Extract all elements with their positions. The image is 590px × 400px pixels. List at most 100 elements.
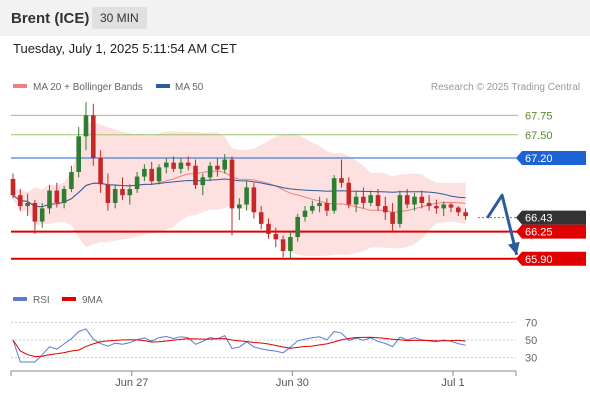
candle	[412, 192, 417, 211]
bollinger-band	[13, 122, 466, 256]
candle-body	[419, 196, 425, 203]
candle-body	[149, 168, 154, 182]
candle-body	[368, 195, 373, 203]
candle-body	[54, 190, 60, 203]
candle	[83, 102, 89, 151]
candle-body	[273, 233, 279, 240]
candle	[61, 185, 67, 209]
candle	[266, 218, 271, 239]
candle-body	[280, 239, 286, 251]
candle-body	[448, 204, 454, 208]
candle	[368, 190, 373, 207]
scenario-arrowhead	[508, 241, 520, 255]
candle	[456, 206, 461, 217]
candle-body	[83, 115, 89, 137]
candle	[105, 173, 111, 211]
candle-body	[112, 189, 118, 203]
candle-body	[434, 206, 439, 209]
candle	[185, 156, 191, 171]
candle-body	[127, 189, 133, 196]
candle-body	[61, 189, 67, 203]
scenario-arrow	[486, 193, 520, 256]
candle	[295, 213, 300, 242]
candle-body	[302, 210, 308, 217]
chart-header: Brent (ICE) 30 MIN	[0, 0, 590, 36]
level-tag-pivot	[516, 151, 586, 165]
candle	[434, 199, 439, 214]
candle	[142, 164, 147, 182]
candle-body	[120, 189, 125, 196]
last-price-label: 66.43	[525, 213, 553, 225]
candle-body	[39, 208, 45, 222]
rsi-level-label: 50	[525, 335, 537, 347]
candle	[390, 202, 395, 232]
x-tick-label: Jul 1	[441, 377, 464, 389]
candle	[448, 202, 454, 213]
candle-body	[346, 182, 352, 205]
candle-body	[244, 187, 249, 205]
candle-body	[441, 204, 446, 209]
legend-ma20-label: MA 20 + Bollinger Bands	[33, 82, 143, 93]
candle	[193, 159, 198, 189]
legend-9ma-swatch	[62, 297, 76, 301]
candle	[164, 158, 169, 174]
rsi-panel: 70 50 30	[11, 317, 537, 365]
candle-body	[331, 178, 337, 211]
candle	[317, 196, 322, 213]
candle	[273, 227, 279, 248]
candle-body	[361, 196, 366, 203]
ma50-line	[12, 178, 466, 208]
candle	[288, 231, 293, 259]
candle-body	[412, 196, 417, 205]
candle	[178, 158, 184, 174]
candle-body	[237, 204, 242, 209]
candle-body	[295, 216, 300, 238]
legend-rsi-swatch	[13, 297, 27, 301]
candle	[47, 185, 52, 214]
candle	[353, 190, 359, 213]
candle	[69, 165, 74, 193]
level-tag-support	[516, 224, 586, 239]
candle	[237, 198, 242, 220]
copyright-text: Research © 2025 Trading Central	[431, 82, 580, 93]
timeframe-badge[interactable]: 30 MIN	[92, 7, 147, 29]
candle-body	[185, 162, 191, 166]
candle-body	[339, 178, 344, 183]
level-tag-support	[516, 251, 586, 266]
legend-ma50-swatch	[156, 84, 170, 88]
candle	[302, 206, 308, 222]
candle-body	[105, 184, 111, 203]
candle-body	[207, 165, 213, 178]
candle	[215, 158, 220, 177]
candle-body	[32, 202, 38, 222]
candle	[441, 201, 446, 217]
x-tick-label: Jun 27	[115, 377, 148, 389]
level-label-pivot: 67.20	[525, 153, 553, 165]
candle-body	[156, 167, 162, 182]
price-tags: 67.75 67.50 67.20 66.25 65.90 66.43	[516, 110, 586, 266]
candle-body	[164, 162, 169, 168]
rsi-line	[12, 328, 466, 363]
candle-body	[288, 237, 293, 251]
candle	[463, 208, 468, 220]
candle-body	[178, 162, 184, 169]
candle-body	[310, 206, 315, 211]
candle	[361, 187, 366, 209]
candle-body	[375, 195, 381, 207]
candle-body	[251, 187, 257, 213]
candle	[331, 175, 337, 214]
candle	[426, 195, 432, 211]
legend-9ma-label: 9MA	[82, 295, 103, 306]
instrument-title: Brent (ICE)	[11, 10, 90, 27]
candle-body	[200, 177, 206, 186]
candle	[339, 159, 344, 188]
candle	[258, 206, 264, 230]
candle	[346, 177, 352, 209]
candle-body	[25, 202, 30, 207]
candle	[127, 184, 133, 205]
candle	[383, 196, 388, 220]
candle	[171, 156, 176, 172]
rsi-level-label: 30	[525, 353, 537, 365]
candle-body	[324, 202, 330, 211]
